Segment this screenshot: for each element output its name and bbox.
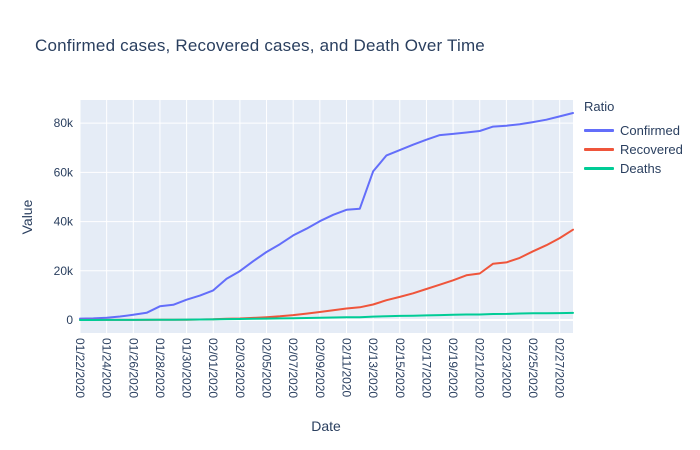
- legend-swatch: [584, 167, 614, 170]
- legend-item-recovered[interactable]: Recovered: [584, 140, 683, 159]
- y-tick-label: 20k: [54, 264, 74, 278]
- x-tick-label: 02/13/2020: [366, 338, 380, 398]
- x-tick-label: 02/11/2020: [339, 338, 353, 397]
- x-tick-label: 01/26/2020: [126, 338, 140, 398]
- x-tick-label: 02/27/2020: [553, 338, 567, 398]
- x-tick-label: 02/01/2020: [206, 338, 220, 398]
- legend-swatch: [584, 148, 614, 151]
- legend-title: Ratio: [584, 99, 615, 114]
- x-axis-title: Date: [311, 418, 341, 434]
- x-tick-label: 02/07/2020: [286, 338, 300, 398]
- legend-item-confirmed[interactable]: Confirmed: [584, 121, 683, 140]
- legend-label: Deaths: [620, 161, 662, 176]
- x-tick-label: 01/24/2020: [100, 338, 114, 398]
- chart-title: Confirmed cases, Recovered cases, and De…: [35, 36, 485, 55]
- y-tick-label: 80k: [54, 116, 74, 130]
- x-tick-label: 01/28/2020: [153, 338, 167, 398]
- confirmed-line[interactable]: [79, 112, 574, 320]
- legend-swatch: [584, 129, 614, 132]
- x-tick-label: 02/21/2020: [473, 338, 487, 398]
- legend: Ratio Confirmed Recovered Deaths: [584, 99, 683, 178]
- legend-item-deaths[interactable]: Deaths: [584, 159, 683, 178]
- x-tick-label: 02/09/2020: [313, 338, 327, 398]
- y-tick-label: 40k: [54, 215, 74, 229]
- x-tick-label: 02/23/2020: [499, 338, 513, 398]
- deaths-line[interactable]: [79, 311, 574, 321]
- y-tick-label: 60k: [54, 165, 74, 179]
- x-tick-label: 02/17/2020: [419, 338, 433, 398]
- y-axis-title: Value: [19, 199, 35, 235]
- x-tick-label: 02/05/2020: [260, 338, 274, 398]
- x-tick-label: 01/30/2020: [180, 338, 194, 398]
- plot-background: [80, 100, 573, 333]
- y-tick-label: 0: [66, 313, 73, 327]
- x-tick-label: 02/03/2020: [233, 338, 247, 398]
- x-tick-label: 02/25/2020: [526, 338, 540, 398]
- x-tick-label: 02/15/2020: [393, 338, 407, 398]
- legend-label: Recovered: [620, 142, 683, 157]
- x-tick-label: 01/22/2020: [73, 338, 87, 398]
- x-tick-label: 02/19/2020: [446, 338, 460, 398]
- legend-label: Confirmed: [620, 123, 680, 138]
